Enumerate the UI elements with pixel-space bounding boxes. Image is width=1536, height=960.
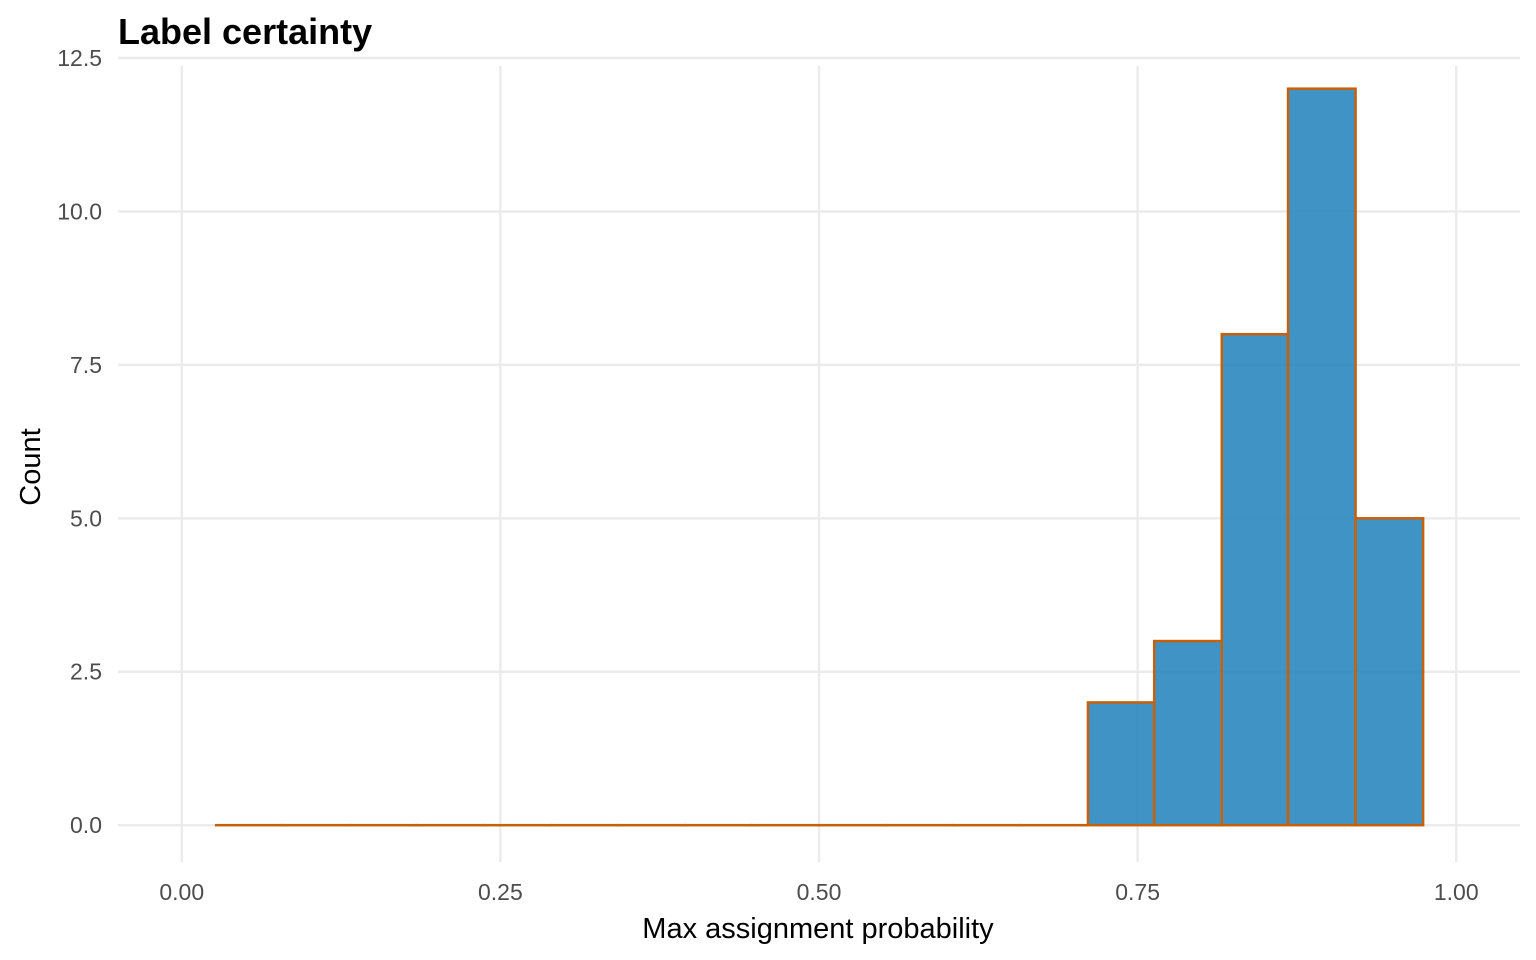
- y-tick-label: 2.5: [70, 659, 102, 685]
- histogram-bar-14: [1152, 639, 1224, 827]
- histogram-bars: [214, 87, 1425, 827]
- y-axis-label: Count: [15, 428, 47, 505]
- x-tick-label: 0.00: [159, 879, 204, 905]
- y-tick-label: 10.0: [57, 198, 102, 224]
- x-tick-label: 0.25: [478, 879, 523, 905]
- histogram-bar-15: [1220, 332, 1290, 827]
- y-tick-label: 5.0: [70, 505, 102, 531]
- y-tick-label: 12.5: [57, 45, 102, 71]
- y-tick-label: 7.5: [70, 352, 102, 378]
- chart-title: Label certainty: [118, 11, 372, 52]
- histogram-bar-17: [1354, 517, 1425, 827]
- x-tick-label: 1.00: [1434, 879, 1479, 905]
- x-tick-label: 0.75: [1115, 879, 1160, 905]
- histogram-bar-16: [1286, 87, 1357, 827]
- x-tick-label: 0.50: [797, 879, 842, 905]
- x-axis-label: Max assignment probability: [642, 913, 994, 945]
- y-axis-ticks: 0.0 2.5 5.0 7.5 10.0 12.5: [57, 45, 102, 838]
- histogram-bar-13: [1086, 701, 1156, 827]
- x-axis-ticks: 0.00 0.25 0.50 0.75 1.00: [159, 879, 1478, 905]
- y-tick-label: 0.0: [70, 812, 102, 838]
